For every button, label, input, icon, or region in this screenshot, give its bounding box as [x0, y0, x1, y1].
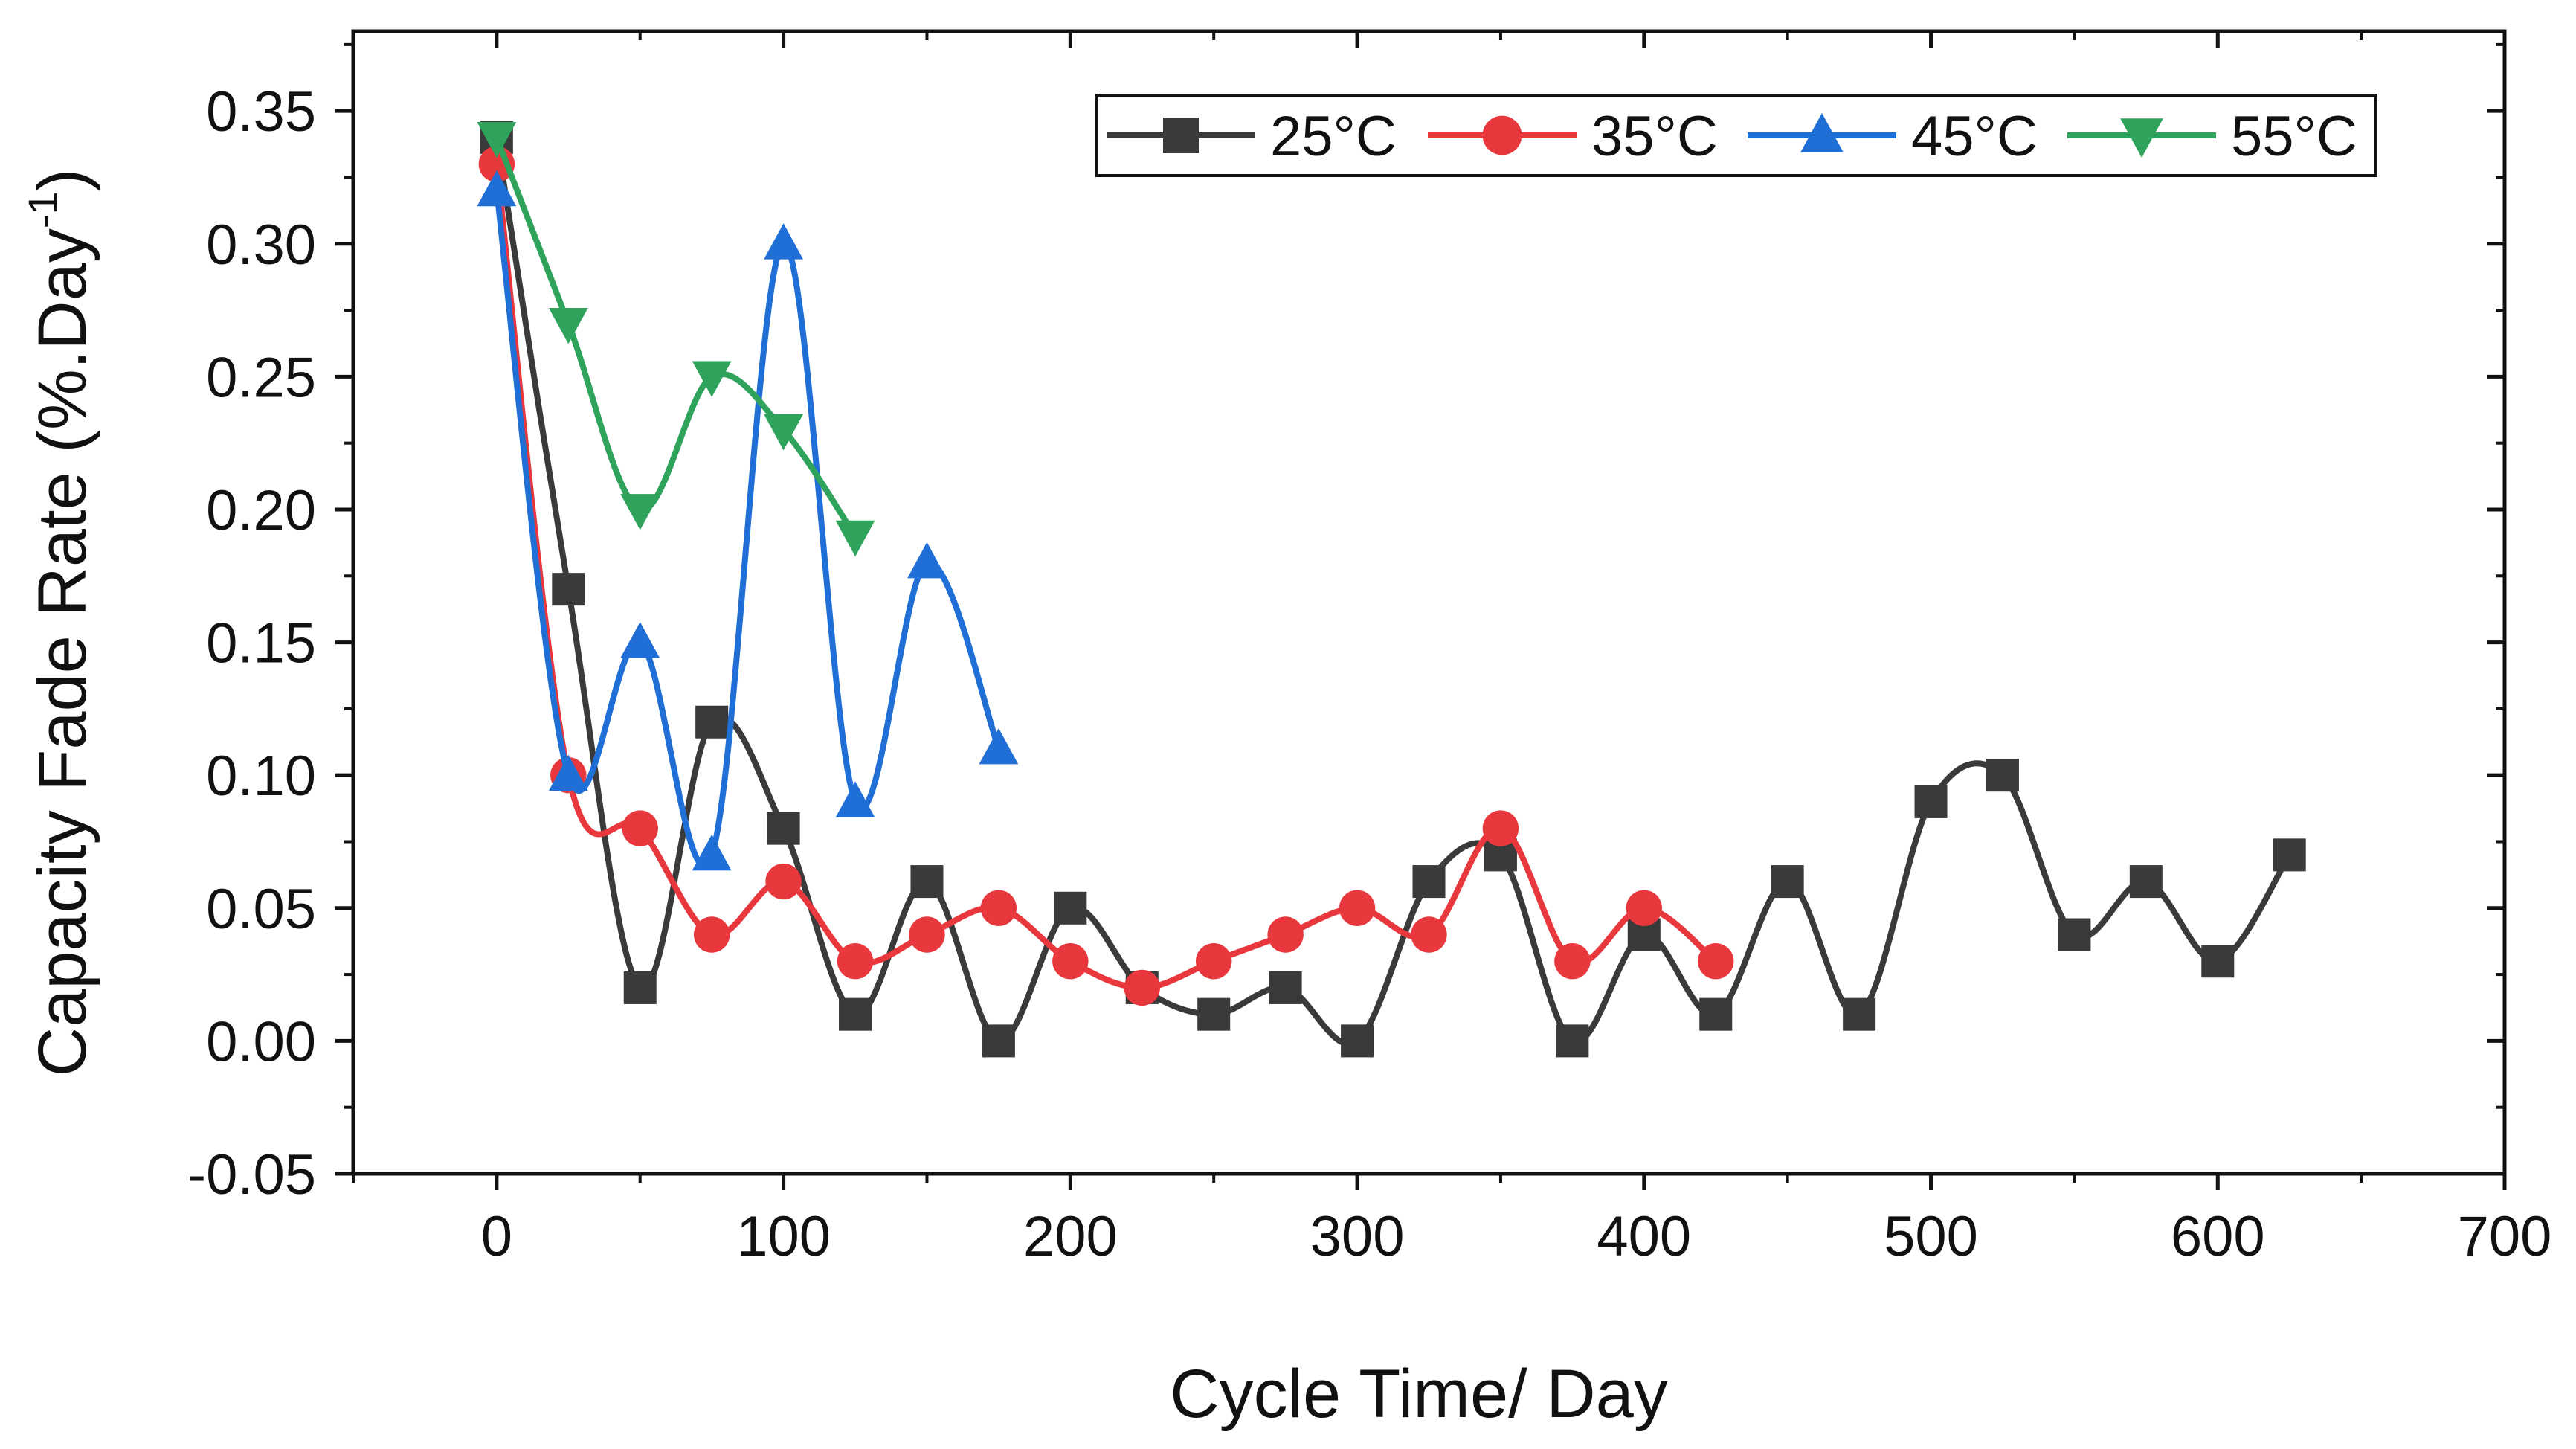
data-point	[693, 916, 730, 953]
data-point	[980, 890, 1017, 926]
data-point	[2129, 865, 2163, 899]
series-line	[493, 137, 2293, 1047]
data-point	[1626, 890, 1662, 926]
data-point	[1054, 891, 1087, 925]
legend-label: 35°C	[1591, 105, 1718, 168]
x-tick-label: 600	[2171, 1205, 2265, 1268]
data-point	[2058, 918, 2091, 951]
data-point	[1986, 759, 2019, 792]
legend-label: 25°C	[1270, 105, 1397, 168]
data-point	[1482, 810, 1519, 846]
legend-marker	[2120, 118, 2163, 158]
data-point	[910, 865, 944, 899]
legend: 25°C 35°C 45°C 55°C	[1095, 94, 2377, 177]
y-tick-label: 0.10	[206, 745, 316, 808]
series-35c	[478, 146, 1734, 1006]
data-point	[835, 781, 875, 817]
data-point	[835, 520, 875, 557]
data-point	[1197, 997, 1231, 1031]
legend-box	[1095, 94, 2377, 177]
data-point	[695, 705, 729, 739]
data-point	[477, 170, 517, 207]
legend-marker	[1800, 113, 1844, 152]
data-point	[1267, 916, 1304, 953]
x-tick-label: 400	[1597, 1205, 1691, 1268]
data-point	[548, 754, 588, 791]
data-point	[1412, 865, 1446, 899]
data-point	[1699, 997, 1733, 1031]
x-tick-label: 300	[1310, 1205, 1405, 1268]
data-point	[692, 361, 732, 397]
x-tick-label: 200	[1023, 1205, 1118, 1268]
y-axis-title-close: )	[25, 169, 100, 192]
data-point	[623, 971, 657, 1004]
y-tick-label: -0.05	[187, 1143, 316, 1207]
data-point	[552, 573, 585, 606]
series-55c	[477, 121, 875, 557]
data-point	[907, 542, 947, 579]
data-point	[1554, 943, 1591, 980]
plot-frame	[351, 29, 2507, 1176]
legend-label: 45°C	[1911, 105, 2038, 168]
y-tick-label: 0.00	[206, 1010, 316, 1073]
y-tick-label: 0.20	[206, 479, 316, 542]
data-point	[1339, 890, 1376, 926]
legend-label: 55°C	[2231, 105, 2357, 168]
legend-entry: 55°C	[2067, 105, 2357, 168]
data-point	[1411, 916, 1447, 953]
data-point	[1196, 943, 1232, 980]
legend-marker	[1163, 118, 1199, 153]
data-point	[765, 863, 802, 900]
series-layer	[477, 121, 2306, 1058]
legend-entry: 35°C	[1428, 105, 1718, 168]
y-tick-label: 0.05	[206, 878, 316, 941]
x-tick-label: 0	[481, 1205, 512, 1268]
x-tick-label: 100	[736, 1205, 831, 1268]
data-point	[767, 812, 800, 845]
data-point	[764, 223, 803, 260]
y-axis-title: Capacity Fade Rate (%.Day-1)	[19, 169, 100, 1077]
data-point	[622, 810, 658, 846]
data-point	[548, 308, 588, 344]
data-point	[982, 1024, 1015, 1058]
y-axis-title-main: Capacity Fade Rate (%.Day	[25, 228, 100, 1076]
y-tick-label: 0.30	[206, 213, 316, 277]
data-point	[620, 622, 660, 658]
y-axis-title-superscript: -1	[19, 191, 66, 228]
axes: 0 100 200 300 400 500 600 700 -0.05 0.00 0.05 0.10 0…	[187, 29, 2552, 1268]
data-point	[1052, 943, 1089, 980]
data-point	[2201, 945, 2235, 978]
data-point	[1914, 785, 1948, 818]
data-point	[1124, 969, 1160, 1006]
y-tick-label: 0.25	[206, 346, 316, 409]
series-25c	[480, 121, 2306, 1058]
legend-entry: 25°C	[1107, 105, 1397, 168]
data-point	[979, 727, 1019, 765]
data-point	[1341, 1024, 1374, 1058]
series-45c	[477, 170, 1019, 871]
data-point	[837, 943, 874, 980]
data-point	[477, 121, 517, 158]
legend-marker	[1482, 115, 1522, 155]
data-point	[2273, 838, 2306, 872]
y-tick-label: 0.35	[206, 80, 316, 144]
data-point	[839, 997, 872, 1031]
x-tick-label: 500	[1884, 1205, 1978, 1268]
data-point	[1698, 943, 1734, 980]
legend-entry: 45°C	[1748, 105, 2038, 168]
y-tick-label: 0.15	[206, 612, 316, 675]
data-point	[1269, 971, 1302, 1004]
data-point	[909, 916, 945, 953]
data-point	[692, 834, 732, 871]
data-point	[1771, 865, 1804, 899]
data-point	[764, 414, 803, 451]
x-axis-title: Cycle Time/ Day	[1170, 1356, 1668, 1432]
x-tick-label: 700	[2458, 1205, 2552, 1268]
data-point	[1556, 1024, 1589, 1058]
data-point	[620, 494, 660, 530]
data-point	[1843, 997, 1876, 1031]
